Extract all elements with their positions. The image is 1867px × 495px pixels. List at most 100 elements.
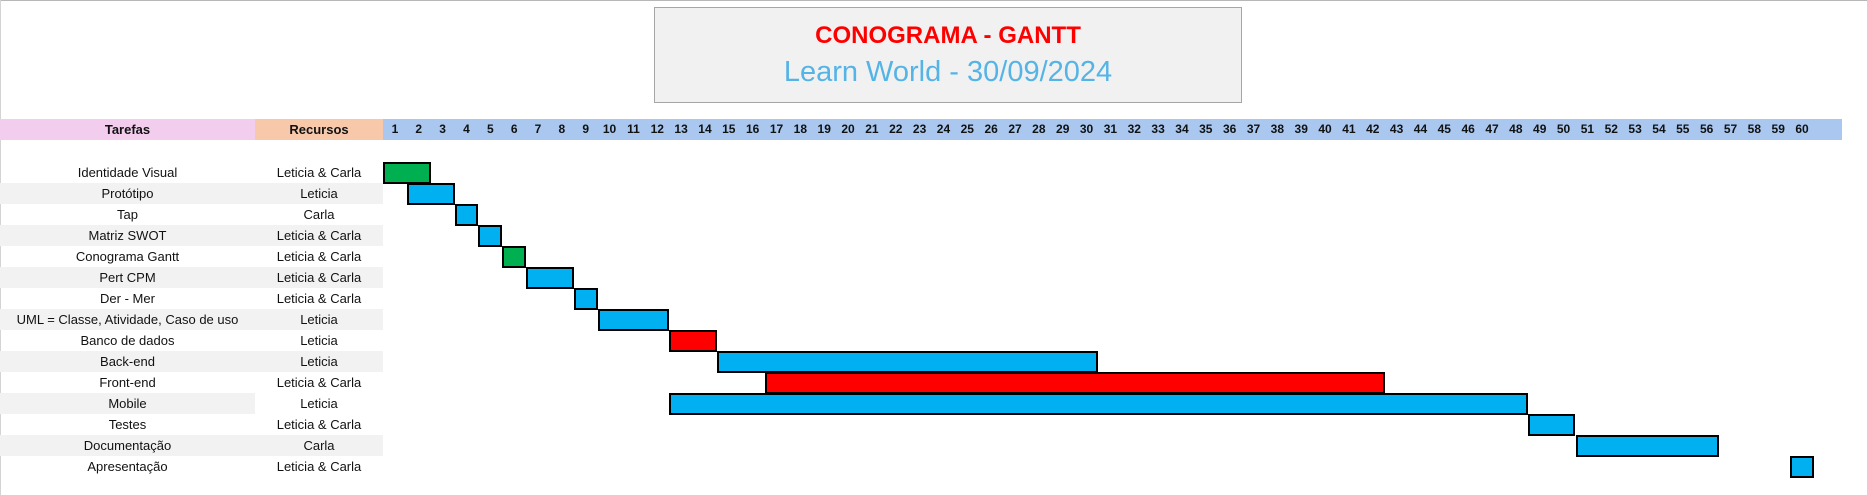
task-resource-cell[interactable]: Carla: [255, 435, 383, 456]
day-header-cell[interactable]: 28: [1032, 122, 1046, 136]
day-header-cell[interactable]: 56: [1699, 122, 1714, 136]
day-header-cell[interactable]: 9: [582, 122, 590, 136]
day-header-cell[interactable]: 11: [627, 122, 640, 136]
day-header-cell[interactable]: 21: [865, 122, 879, 136]
day-header-cell[interactable]: 29: [1056, 122, 1070, 136]
gantt-bar[interactable]: [1575, 435, 1719, 457]
day-header-cell[interactable]: 23: [912, 122, 927, 136]
day-header-cell[interactable]: 20: [841, 122, 855, 136]
day-header-cell[interactable]: 27: [1008, 122, 1022, 136]
task-name-cell[interactable]: Protótipo: [0, 183, 255, 204]
day-header-cell[interactable]: 14: [698, 122, 712, 136]
day-header-cell[interactable]: 47: [1485, 122, 1499, 136]
task-resource-cell[interactable]: Leticia: [300, 396, 338, 411]
task-name-cell[interactable]: Matriz SWOT: [0, 225, 255, 246]
task-resource-cell[interactable]: Leticia: [255, 309, 383, 330]
day-header-cell[interactable]: 58: [1747, 122, 1762, 136]
gantt-bar[interactable]: [1790, 456, 1814, 478]
day-header-cell[interactable]: 36: [1222, 122, 1237, 136]
task-resource-cell[interactable]: Leticia & Carla: [276, 165, 362, 180]
day-header-cell[interactable]: 38: [1270, 122, 1285, 136]
task-name-cell[interactable]: Der - Mer: [100, 291, 155, 306]
task-name-cell[interactable]: Banco de dados: [80, 333, 175, 348]
day-header-cell[interactable]: 52: [1604, 122, 1618, 136]
gantt-bar[interactable]: [454, 204, 479, 226]
day-header-cell[interactable]: 18: [793, 122, 808, 136]
task-resource-cell[interactable]: Leticia & Carla: [276, 459, 362, 474]
day-header-cell[interactable]: 16: [745, 122, 760, 136]
task-name-cell[interactable]: Pert CPM: [0, 267, 255, 288]
header-tasks[interactable]: Tarefas: [0, 119, 255, 140]
task-resource-cell[interactable]: Leticia & Carla: [276, 291, 362, 306]
day-header-cell[interactable]: 31: [1103, 122, 1118, 136]
day-header-cell[interactable]: 48: [1509, 122, 1523, 136]
day-header-cell[interactable]: 2: [415, 122, 423, 136]
day-header-cell[interactable]: 53: [1628, 122, 1642, 136]
day-header-cell[interactable]: 55: [1676, 122, 1690, 136]
day-header-cell[interactable]: 45: [1437, 122, 1451, 136]
gantt-bar[interactable]: [597, 309, 670, 331]
day-header-cell[interactable]: 41: [1342, 122, 1356, 136]
task-name-cell[interactable]: Conograma Gantt: [75, 249, 180, 264]
gantt-bar[interactable]: [669, 330, 717, 352]
task-name-cell[interactable]: Tap: [117, 207, 138, 222]
task-name-cell[interactable]: Apresentação: [87, 459, 168, 474]
day-header-cell[interactable]: 33: [1151, 122, 1165, 136]
task-resource-cell[interactable]: Leticia & Carla: [276, 249, 362, 264]
day-header-cell[interactable]: 12: [650, 122, 664, 136]
day-header-cell[interactable]: 8: [558, 122, 566, 136]
day-header-cell[interactable]: 25: [960, 122, 974, 136]
task-name-cell[interactable]: Mobile: [0, 393, 255, 414]
day-header-cell[interactable]: 43: [1389, 122, 1404, 136]
day-header-cell[interactable]: 10: [602, 122, 617, 136]
day-header-cell[interactable]: 26: [984, 122, 998, 136]
task-resource-cell[interactable]: Leticia & Carla: [255, 267, 383, 288]
header-resources[interactable]: Recursos: [255, 119, 383, 140]
day-header-cell[interactable]: 59: [1771, 122, 1785, 136]
day-header-cell[interactable]: 49: [1533, 122, 1547, 136]
gantt-bar[interactable]: [716, 351, 1099, 373]
day-header-cell[interactable]: 1: [391, 122, 399, 136]
gantt-bar[interactable]: [1527, 414, 1576, 436]
day-header-cell[interactable]: 35: [1199, 122, 1213, 136]
task-name-cell[interactable]: UML = Classe, Atividade, Caso de uso: [0, 309, 255, 330]
task-name-cell[interactable]: Identidade Visual: [77, 165, 178, 180]
day-header-cell[interactable]: 13: [674, 122, 688, 136]
day-header-cell[interactable]: 60: [1795, 122, 1809, 136]
task-resource-cell[interactable]: Carla: [303, 207, 335, 222]
day-header-cell[interactable]: 22: [889, 122, 903, 136]
gantt-bar[interactable]: [478, 225, 503, 247]
day-header-cell[interactable]: 17: [769, 122, 784, 136]
task-resource-cell[interactable]: Leticia: [255, 351, 383, 372]
day-header-cell[interactable]: 46: [1461, 122, 1475, 136]
task-name-cell[interactable]: Front-end: [99, 375, 156, 390]
day-header-cell[interactable]: 19: [817, 122, 831, 136]
task-name-cell[interactable]: Back-end: [0, 351, 255, 372]
day-header-cell[interactable]: 39: [1294, 122, 1308, 136]
task-resource-cell[interactable]: Leticia & Carla: [255, 225, 383, 246]
day-header-cell[interactable]: 5: [486, 122, 494, 136]
day-header-cell[interactable]: 40: [1318, 122, 1332, 136]
task-name-cell[interactable]: Documentação: [0, 435, 255, 456]
task-resource-cell[interactable]: Leticia: [255, 183, 383, 204]
day-header-cell[interactable]: 7: [534, 122, 542, 136]
task-resource-cell[interactable]: Leticia & Carla: [276, 375, 362, 390]
day-header-cell[interactable]: 15: [722, 122, 736, 136]
day-header-cell[interactable]: 30: [1079, 122, 1094, 136]
gantt-bar[interactable]: [502, 246, 527, 268]
gantt-bar[interactable]: [406, 183, 455, 205]
day-header-cell[interactable]: 4: [463, 122, 470, 136]
task-name-cell[interactable]: Testes: [108, 417, 147, 432]
day-header-cell[interactable]: 24: [936, 122, 951, 136]
day-header-cell[interactable]: 32: [1127, 122, 1141, 136]
day-header-cell[interactable]: 3: [439, 122, 446, 136]
gantt-bar[interactable]: [669, 393, 1528, 415]
day-header-cell[interactable]: 42: [1366, 122, 1380, 136]
task-resource-cell[interactable]: Leticia & Carla: [276, 417, 362, 432]
gantt-bar[interactable]: [764, 372, 1385, 394]
gantt-bar[interactable]: [526, 267, 574, 289]
day-header-cell[interactable]: 51: [1580, 122, 1595, 136]
day-header-cell[interactable]: 37: [1246, 122, 1261, 136]
gantt-bar[interactable]: [573, 288, 598, 310]
day-header-cell[interactable]: 34: [1175, 122, 1189, 136]
